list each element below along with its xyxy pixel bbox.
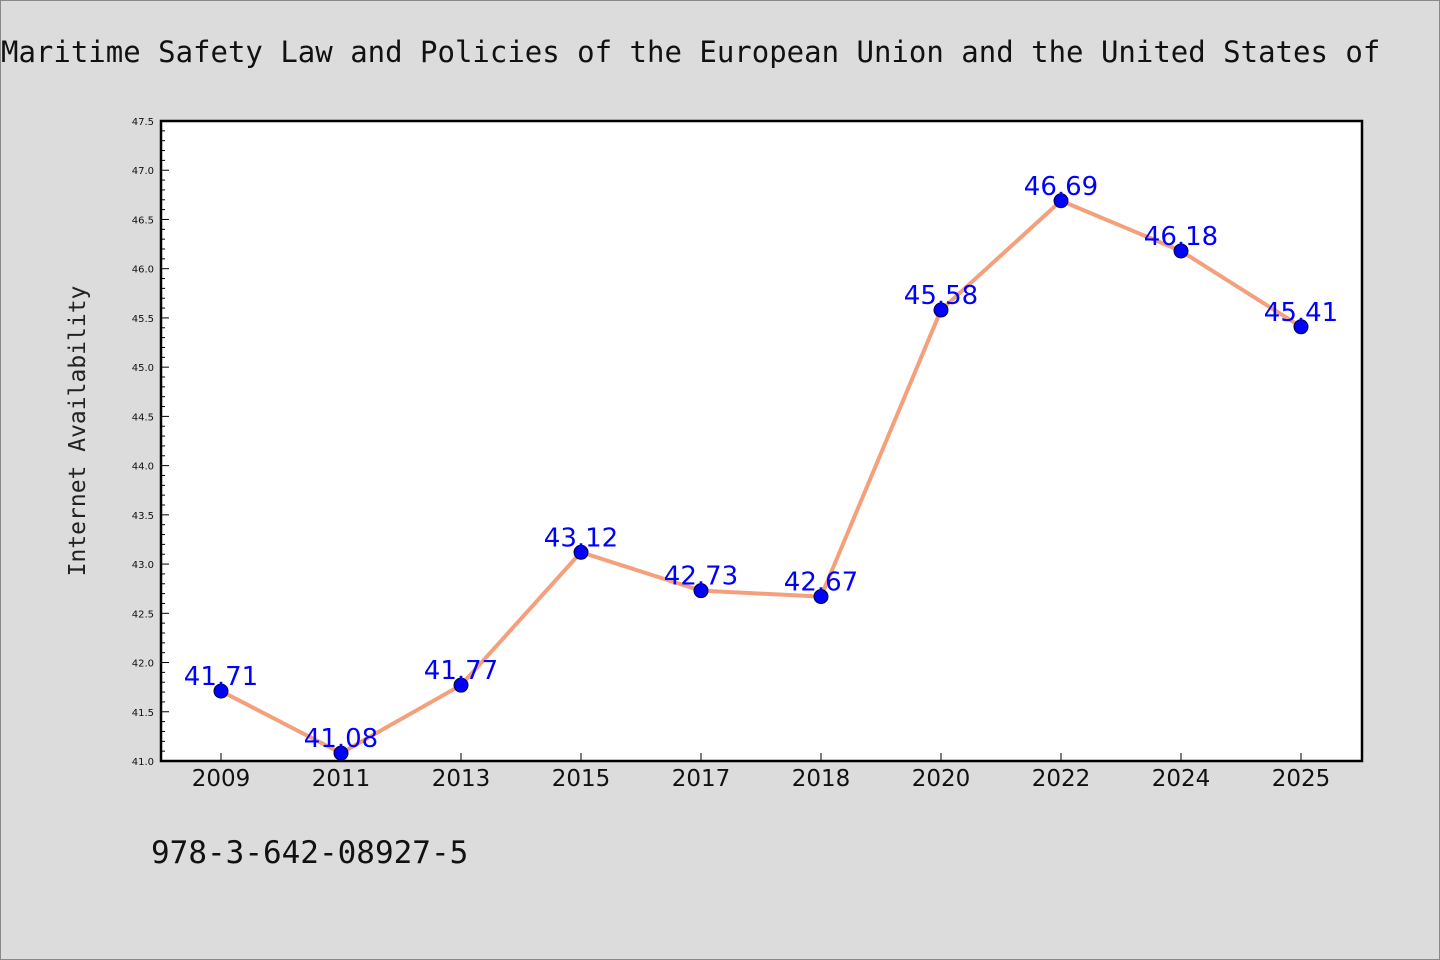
data-label: 46.69 [1024,172,1098,202]
isbn-text: 978-3-642-08927-5 [151,835,469,871]
y-tick-label: 47.5 [132,117,154,128]
data-label: 46.18 [1144,222,1218,252]
plot-frame [159,119,1364,763]
y-tick-label: 43.5 [132,511,154,522]
data-label: 41.77 [424,656,498,686]
data-point [1053,193,1069,209]
x-tick-label: 2017 [672,766,731,792]
x-tick-label: 2013 [432,766,491,792]
chart-title: Maritime Safety Law and Policies of the … [1,35,1381,69]
y-tick-label: 42.5 [132,609,154,620]
data-label: 41.08 [304,724,378,754]
y-tick-label: 47.0 [132,166,154,177]
y-tick-label: 43.0 [132,560,154,571]
data-label: 42.67 [784,568,858,598]
x-tick-label: 2020 [912,766,971,792]
x-tick-label: 2018 [792,766,851,792]
y-tick-label: 42.0 [132,659,154,670]
y-tick-label: 46.5 [132,215,154,226]
data-point [933,302,949,318]
x-tick-label: 2022 [1032,766,1091,792]
y-tick-label: 45.0 [132,363,154,374]
y-tick-label: 46.0 [132,265,154,276]
data-label: 41.71 [184,662,258,692]
data-label: 45.41 [1264,298,1338,328]
y-tick-label: 41.0 [132,757,154,768]
data-point [573,544,589,560]
data-point [333,745,349,761]
data-point [1293,319,1309,335]
y-tick-label: 44.0 [132,462,154,473]
x-tick-label: 2011 [312,766,371,792]
data-point [693,583,709,599]
data-point [453,677,469,693]
data-label: 45.58 [904,281,978,311]
x-tick-label: 2025 [1272,766,1331,792]
x-tick-label: 2024 [1152,766,1211,792]
y-tick-label: 44.5 [132,412,154,423]
x-tick-label: 2009 [192,766,251,792]
y-axis-label: Internet Availability [65,286,91,577]
x-tick-label: 2015 [552,766,611,792]
y-tick-label: 41.5 [132,708,154,719]
data-point [813,589,829,605]
series-line [220,198,1303,756]
data-point [1173,243,1189,259]
data-point [213,683,229,699]
data-label: 42.73 [664,562,738,592]
data-label: 43.12 [544,523,618,553]
plot-area [161,121,1362,761]
y-tick-label: 45.5 [132,314,154,325]
